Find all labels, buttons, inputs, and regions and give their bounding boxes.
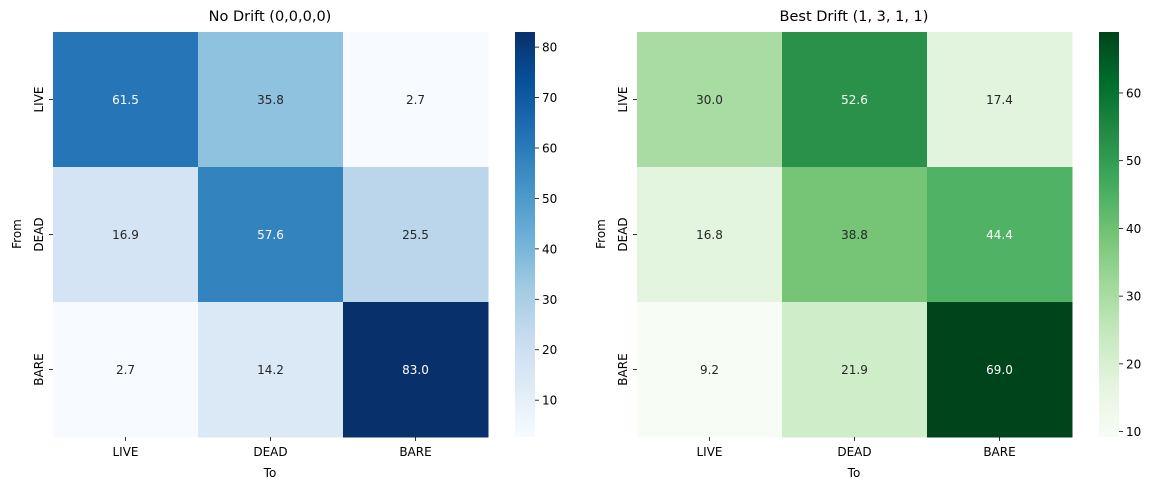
cell-value-label: 9.2 — [700, 363, 719, 377]
colorbar-tick-label: 30 — [542, 293, 557, 307]
colorbar-tick-label: 50 — [1126, 154, 1141, 168]
cell-value-label: 35.8 — [257, 93, 284, 107]
heatmap-panel-best-drift: Best Drift (1, 3, 1, 1) 30.0 52.6 17.4 16.8… — [594, 9, 1141, 480]
cell-value-label: 14.2 — [257, 363, 284, 377]
y-tick-label: BARE — [616, 353, 630, 385]
heatmap-cell — [637, 32, 783, 168]
chart-title: No Drift (0,0,0,0) — [209, 9, 332, 25]
x-tick-label: DEAD — [253, 445, 287, 459]
y-tick-label: LIVE — [32, 86, 46, 112]
heatmap-cell — [637, 302, 783, 438]
heatmap-cell — [782, 302, 928, 438]
heatmap-cell — [343, 302, 489, 438]
x-tick-label: LIVE — [112, 445, 138, 459]
colorbar-tick-label: 60 — [542, 142, 557, 156]
x-tick-label: LIVE — [696, 445, 722, 459]
cell-value-label: 2.7 — [116, 363, 135, 377]
heatmap-cell — [198, 167, 344, 303]
colorbar-tick-label: 80 — [542, 41, 557, 55]
heatmap-cell — [198, 302, 344, 438]
y-axis-label: From — [10, 219, 24, 249]
heatmap-panel-no-drift: No Drift (0,0,0,0) 61.5 35.8 2.7 16.9 57.6 25… — [10, 9, 557, 480]
colorbar-ticks: 10 20 30 40 50 60 70 80 — [535, 41, 557, 408]
cell-value-label: 25.5 — [402, 228, 429, 242]
x-axis-ticks: LIVE DEAD BARE — [112, 437, 432, 459]
cell-value-label: 16.8 — [696, 228, 723, 242]
colorbar-tick-label: 30 — [1126, 290, 1141, 304]
colorbar-tick-label: 60 — [1126, 86, 1141, 100]
heatmap-cell — [927, 167, 1073, 303]
heatmap-cell — [53, 302, 199, 438]
heatmap-cell — [343, 32, 489, 168]
cell-value-label: 57.6 — [257, 228, 284, 242]
cell-value-label: 38.8 — [841, 228, 868, 242]
heatmap-cells: 61.5 35.8 2.7 16.9 57.6 25.5 2.7 14.2 83.0 — [53, 32, 489, 438]
x-tick-label: BARE — [399, 445, 431, 459]
heatmap-cell — [637, 167, 783, 303]
cell-value-label: 52.6 — [841, 93, 868, 107]
cell-value-label: 61.5 — [112, 93, 139, 107]
y-axis-label: From — [594, 219, 608, 249]
x-axis-label: To — [847, 466, 861, 480]
heatmap-cell — [927, 302, 1073, 438]
colorbar-tick-label: 20 — [542, 343, 557, 357]
y-tick-label: LIVE — [616, 86, 630, 112]
heatmap-cells: 30.0 52.6 17.4 16.8 38.8 44.4 9.2 21.9 69.0 — [637, 32, 1073, 438]
y-tick-label: BARE — [32, 353, 46, 385]
heatmap-cell — [53, 32, 199, 168]
colorbar — [1099, 32, 1119, 437]
colorbar-tick-label: 50 — [542, 192, 557, 206]
colorbar-tick-label: 40 — [1126, 222, 1141, 236]
heatmap-cell — [927, 32, 1073, 168]
cell-value-label: 17.4 — [986, 93, 1013, 107]
cell-value-label: 30.0 — [696, 93, 723, 107]
colorbar — [515, 32, 535, 437]
y-tick-label: DEAD — [616, 217, 630, 251]
heatmap-cell — [343, 167, 489, 303]
chart-title: Best Drift (1, 3, 1, 1) — [780, 9, 929, 25]
heatmap-cell — [782, 32, 928, 168]
colorbar-tick-label: 40 — [542, 242, 557, 256]
cell-value-label: 21.9 — [841, 363, 868, 377]
cell-value-label: 69.0 — [986, 363, 1013, 377]
cell-value-label: 16.9 — [112, 228, 139, 242]
colorbar-tick-label: 10 — [542, 394, 557, 408]
colorbar-ticks: 10 20 30 40 50 60 — [1119, 86, 1141, 439]
y-axis-ticks: LIVE DEAD BARE — [32, 86, 53, 386]
cell-value-label: 44.4 — [986, 228, 1013, 242]
cell-value-label: 2.7 — [406, 93, 425, 107]
y-axis-ticks: LIVE DEAD BARE — [616, 86, 637, 386]
heatmap-cell — [53, 167, 199, 303]
colorbar-tick-label: 70 — [542, 91, 557, 105]
x-tick-label: DEAD — [837, 445, 871, 459]
cell-value-label: 83.0 — [402, 363, 429, 377]
x-axis-ticks: LIVE DEAD BARE — [696, 437, 1016, 459]
heatmap-cell — [198, 32, 344, 168]
colorbar-tick-label: 20 — [1126, 357, 1141, 371]
y-tick-label: DEAD — [32, 217, 46, 251]
x-axis-label: To — [263, 466, 277, 480]
x-tick-label: BARE — [983, 445, 1015, 459]
colorbar-tick-label: 10 — [1126, 425, 1141, 439]
heatmap-cell — [782, 167, 928, 303]
